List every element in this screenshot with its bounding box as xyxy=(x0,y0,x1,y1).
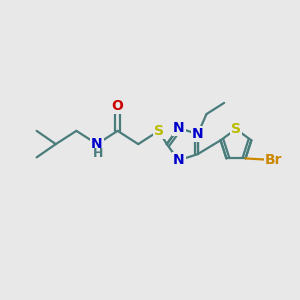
Text: N: N xyxy=(173,121,184,135)
Text: H: H xyxy=(92,147,103,160)
Text: S: S xyxy=(231,122,241,136)
Text: N: N xyxy=(192,127,203,141)
Text: Br: Br xyxy=(265,153,282,167)
Text: N: N xyxy=(91,137,103,151)
Text: O: O xyxy=(112,99,124,113)
Text: S: S xyxy=(154,124,164,138)
Text: N: N xyxy=(173,153,184,167)
